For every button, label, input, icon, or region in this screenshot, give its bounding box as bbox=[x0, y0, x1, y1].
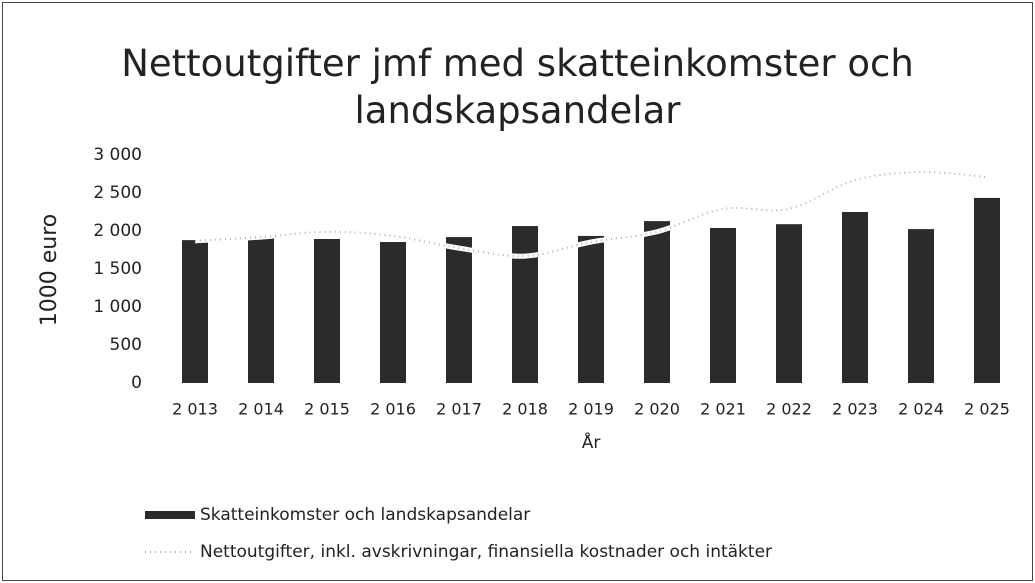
x-tick-label: 2 016 bbox=[370, 400, 416, 419]
bar bbox=[908, 229, 934, 383]
legend-label: Nettoutgifter, inkl. avskrivningar, fina… bbox=[200, 542, 772, 562]
x-tick-label: 2 017 bbox=[436, 400, 482, 419]
legend-label: Skatteinkomster och landskapsandelar bbox=[200, 505, 530, 525]
x-tick-label: 2 023 bbox=[832, 400, 878, 419]
x-tick-label: 2 015 bbox=[304, 400, 350, 419]
bar bbox=[248, 237, 274, 383]
x-tick-label: 2 020 bbox=[634, 400, 680, 419]
x-tick-label: 2 019 bbox=[568, 400, 614, 419]
bar bbox=[380, 242, 406, 383]
y-tick-label: 3 000 bbox=[93, 145, 142, 165]
x-tick-label: 2 018 bbox=[502, 400, 548, 419]
bar bbox=[710, 227, 736, 383]
bar bbox=[182, 240, 208, 383]
bar bbox=[644, 221, 670, 383]
bar bbox=[446, 237, 472, 383]
bar bbox=[578, 235, 604, 383]
x-tick-label: 2 014 bbox=[238, 400, 284, 419]
legend-swatch bbox=[145, 511, 195, 519]
y-tick-label: 1 000 bbox=[93, 297, 142, 317]
chart-title: Nettoutgifter jmf med skatteinkomster oc… bbox=[121, 42, 914, 132]
x-tick-label: 2 013 bbox=[172, 400, 218, 419]
bar bbox=[776, 224, 802, 383]
y-axis-label: 1000 euro bbox=[37, 214, 62, 326]
y-tick-label: 2 500 bbox=[93, 183, 142, 203]
line-halo bbox=[194, 169, 988, 259]
y-tick-label: 1 500 bbox=[93, 259, 142, 279]
x-axis-label: År bbox=[582, 431, 601, 453]
y-tick-label: 0 bbox=[131, 373, 142, 393]
bar bbox=[314, 238, 340, 383]
y-tick-label: 2 000 bbox=[93, 221, 142, 241]
x-tick-label: 2 021 bbox=[700, 400, 746, 419]
x-tick-label: 2 022 bbox=[766, 400, 812, 419]
x-tick-label: 2 025 bbox=[964, 400, 1010, 419]
bar bbox=[512, 226, 538, 383]
x-tick-label: 2 024 bbox=[898, 400, 944, 419]
bar bbox=[842, 212, 868, 383]
y-tick-label: 500 bbox=[110, 335, 142, 355]
bar bbox=[974, 197, 1000, 383]
